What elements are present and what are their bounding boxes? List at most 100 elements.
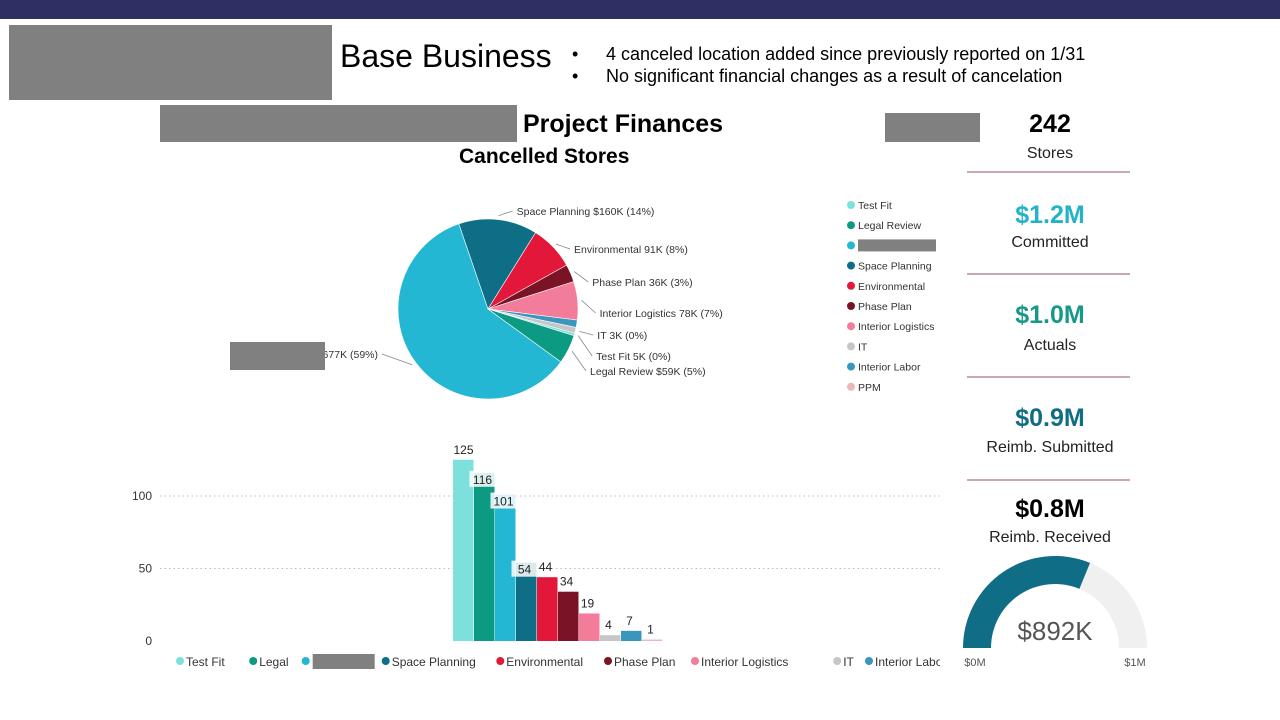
legend-marker [381,657,390,665]
kpi-committed-value: $1.2M [1015,201,1085,229]
bar-data-label: 44 [539,560,553,574]
bullet-item: • 4 canceled location added since previou… [572,44,1086,64]
pie-data-label: Test Fit 5K (0%) [596,351,671,363]
pie-data-label: Legal Review $59K (5%) [590,366,706,378]
kpi-divider [967,273,1130,275]
pie-chart: 677K (59%) Space Planning $160K (14%) Envi… [230,206,723,400]
kpi-reimb-submitted-value: $0.9M [1015,404,1085,432]
pie-data-label: Environmental 91K (8%) [574,244,688,256]
kpi-stores-value: 242 [1029,110,1071,138]
legend-label: Space Planning [392,655,476,669]
y-tick-label: 0 [145,634,152,648]
legend-marker [847,382,855,391]
pie-leader-line [555,243,571,250]
bar [474,472,495,641]
pie-data-label: 677K (59%) [323,349,378,361]
page-title: Base Business [340,38,552,74]
kpi-actuals-value: $1.0M [1015,301,1085,329]
pie-slice [487,308,575,363]
legend-marker [847,221,855,230]
legend-marker [847,322,855,331]
legend-marker [847,281,855,290]
legend-marker [847,261,855,270]
pie-slice [397,223,562,400]
bullet-item: • No significant financial changes as a r… [572,66,1063,86]
pie-data-label: Phase Plan 36K (3%) [592,277,692,289]
bullet-list: • 4 canceled location added since previou… [572,43,1085,87]
legend-marker [833,657,842,665]
legend-label: Environmental [506,655,583,669]
pie-data-label: Space Planning $160K (14%) [517,206,655,218]
bar-label-bg [511,560,538,577]
pie-leader-line [577,335,593,357]
legend-marker [847,362,855,371]
legend-label: Interior Labor [858,362,921,374]
bar [558,591,579,641]
kpi-divider [967,376,1130,378]
bar-label-bg [490,492,517,509]
legend-label: Test Fit [186,655,225,669]
redacted-label [230,342,325,370]
pie-leader-line [579,330,594,336]
bar-data-label: 1 [647,623,654,637]
bar [516,562,537,641]
bar-data-label: 54 [518,563,532,577]
pie-leader-line [574,271,589,283]
legend-marker [301,657,310,665]
y-tick-label: 50 [139,562,153,576]
kpi-reimb-received-value: $0.8M [1015,495,1085,523]
report-title: Project Finances [523,110,724,138]
bar-data-label: 19 [581,596,595,610]
bar [642,639,663,641]
bar [453,459,474,641]
legend-label: Legal Review [858,220,921,232]
legend-marker [691,657,699,665]
bar [495,494,516,641]
legend-marker [847,342,855,351]
gauge-value: $892K [1017,616,1093,646]
legend-label: IT [843,655,854,669]
bar-data-label: 7 [626,614,633,628]
legend-label: Phase Plan [614,655,675,669]
kpi-committed-label: Committed [1011,234,1089,251]
legend-label: PPM [858,382,881,394]
bar-label-bg [469,470,496,487]
bar-data-label: 125 [453,443,473,457]
pie-data-label: IT 3K (0%) [597,330,647,342]
gauge-fill [963,556,1091,648]
chart-title: Cancelled Stores [459,145,630,168]
legend-label: IT [858,341,868,353]
redacted-logo [9,25,332,100]
bar [579,613,600,641]
legend-marker [496,657,505,665]
pie-slice [458,218,537,310]
redacted-filter [885,113,980,142]
bar-data-label: 34 [560,575,574,589]
legend-marker [865,657,873,665]
y-tick-label: 100 [132,489,152,503]
gauge-chart: $892K $0M $1M [963,556,1147,669]
bar-data-label: 101 [493,495,513,509]
bar-data-label: 116 [473,473,492,487]
top-bar [0,0,1280,19]
kpi-actuals-label: Actuals [1023,337,1077,354]
legend-redacted [312,654,375,669]
kpi-divider [967,171,1130,173]
legend-label: Interior Logistics [858,321,934,333]
redacted-title-prefix [160,105,517,142]
legend-label: Legal [259,655,288,669]
bar [621,630,642,641]
legend-label: Test Fit [858,200,892,212]
pie-leader-line [498,210,513,216]
bar [600,635,621,641]
kpi-divider [967,479,1130,481]
gauge-min-label: $0M [964,657,985,669]
legend-marker [176,657,184,665]
kpi-stores-label: Stores [1026,145,1074,162]
legend-label: Environmental [858,281,925,293]
legend-marker [604,657,612,665]
legend-marker [847,302,855,310]
pie-leader-line [581,299,596,314]
pie-leader-line [571,350,587,372]
